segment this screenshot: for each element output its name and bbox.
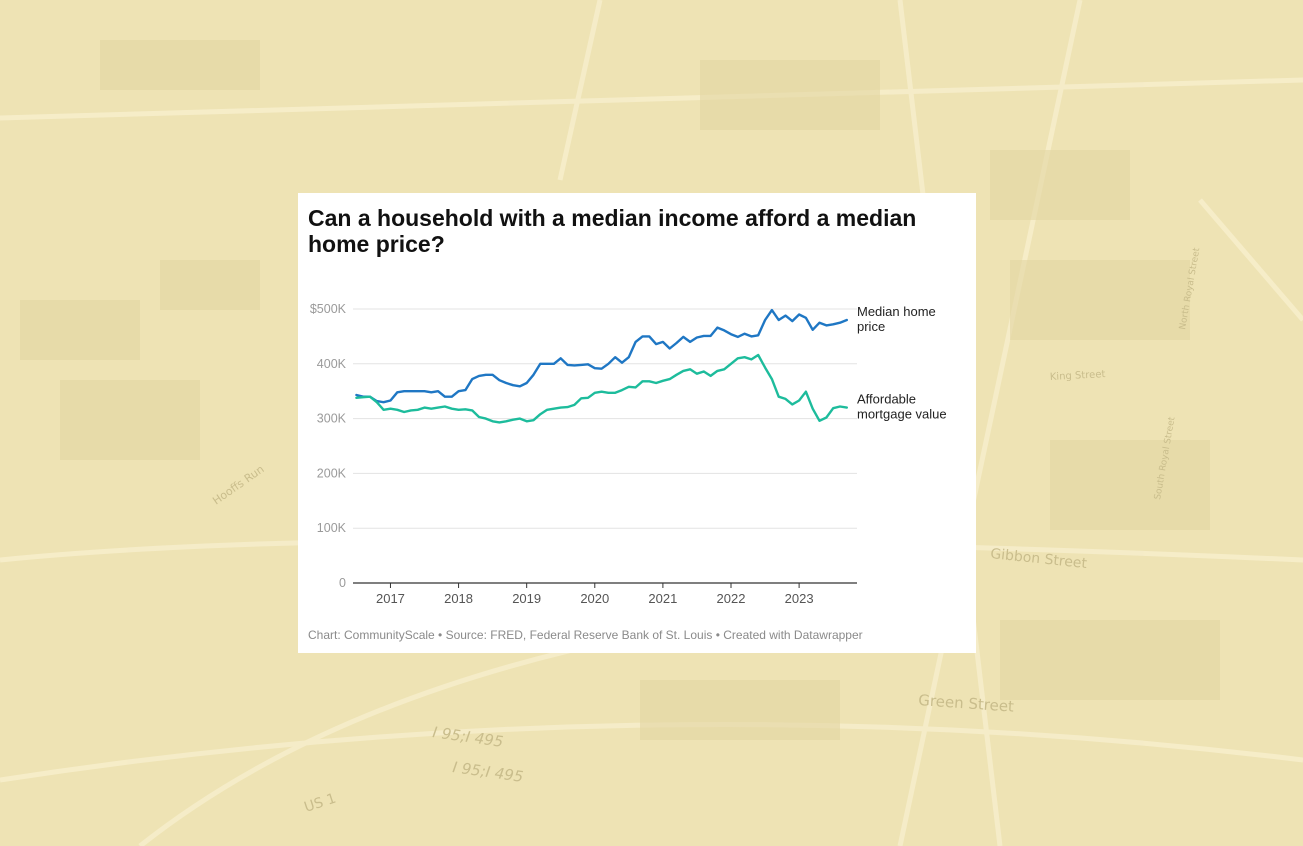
y-tick-label: 400K	[317, 357, 347, 371]
chart-source: Chart: CommunityScale • Source: FRED, Fe…	[308, 628, 863, 642]
affordable-mortgage-label: mortgage value	[857, 407, 947, 422]
series-lines	[355, 308, 848, 424]
gridlines	[353, 308, 857, 584]
x-tick-label: 2021	[648, 591, 677, 606]
y-tick-label: 200K	[317, 466, 347, 480]
chart-title: Can a household with a median income aff…	[308, 205, 917, 257]
x-tick-label: 2017	[376, 591, 405, 606]
x-tick-label: 2018	[444, 591, 473, 606]
x-tick-label: 2023	[785, 591, 814, 606]
y-axis-ticks: 0 100K 200K 300K 400K $500K	[310, 302, 347, 590]
affordable-mortgage-label: Affordable	[857, 392, 916, 407]
y-tick-label: 300K	[317, 412, 347, 426]
x-axis-ticks: 2017 2018 2019 2020 2021 2022 2023	[376, 583, 814, 606]
map-label-king-street: King Street	[1050, 369, 1106, 383]
y-tick-label: $500K	[310, 302, 347, 316]
median-home-price-line	[355, 308, 848, 404]
x-tick-label: 2020	[580, 591, 609, 606]
median-home-price-label: Median home	[857, 304, 936, 319]
map-label-i95-b: I 95;I 495	[451, 758, 524, 786]
map-label-hooffs-run: Hooffs Run	[210, 463, 266, 508]
affordable-mortgage-line	[355, 353, 848, 424]
x-tick-label: 2019	[512, 591, 541, 606]
chart-card: Can a household with a median income aff…	[298, 193, 976, 653]
x-tick-label: 2022	[717, 591, 746, 606]
y-tick-label: 0	[339, 576, 346, 590]
y-tick-label: 100K	[317, 521, 347, 535]
median-home-price-label: price	[857, 319, 885, 334]
map-label-i95-a: I 95;I 495	[431, 723, 504, 751]
map-label-us1: US 1	[302, 791, 338, 816]
